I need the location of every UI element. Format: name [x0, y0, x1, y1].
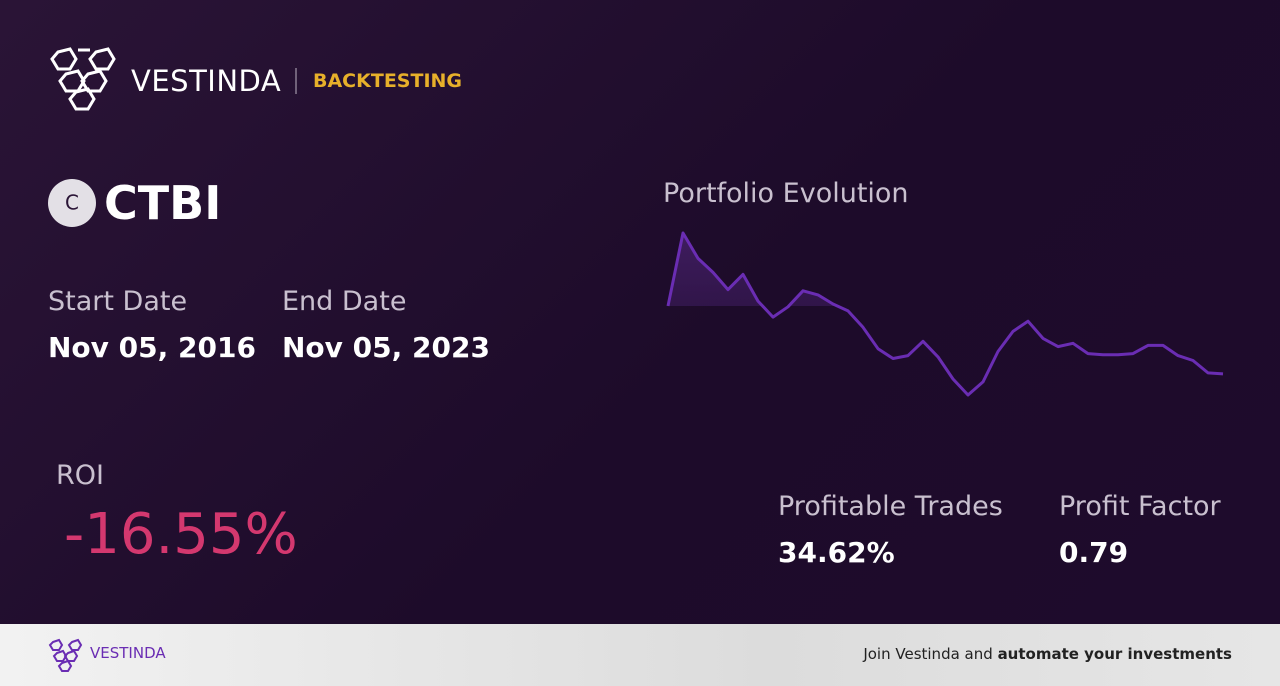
cta-bold: automate your investments	[997, 645, 1232, 663]
brand: VESTINDA	[131, 64, 282, 98]
chart: C	[48, 47, 1224, 397]
profitable-label: Profitable Trades	[778, 491, 1003, 522]
start-label: Start Date	[48, 286, 188, 317]
footer-brand: VESTINDA	[90, 644, 166, 662]
footer-cta: Join Vestinda and automate your investme…	[863, 645, 1232, 663]
end-value: Nov 05, 2023	[282, 331, 490, 364]
roi-label: ROI	[56, 460, 104, 491]
footer: VESTINDA Join Vestinda and automate your…	[0, 624, 1280, 686]
ticker-symbol: CTBI	[104, 176, 222, 230]
factor-label: Profit Factor	[1059, 491, 1221, 522]
start-value: Nov 05, 2016	[48, 331, 256, 364]
factor-value: 0.79	[1059, 536, 1129, 569]
line	[666, 231, 1224, 397]
area	[668, 233, 838, 307]
logo	[50, 47, 116, 111]
end-label: End Date	[282, 286, 407, 317]
ticker-letter: C	[65, 191, 79, 215]
section: BACKTESTING	[313, 70, 463, 92]
profitable-value: 34.62%	[778, 536, 895, 569]
roi-value: -16.55%	[64, 502, 298, 567]
card: C VESTINDA BACKTESTING CTBI Start Date N…	[0, 0, 1280, 624]
footer-logo	[48, 638, 83, 672]
cta-plain: Join Vestinda and	[863, 645, 993, 663]
ticker-icon	[48, 179, 96, 227]
chart-title: Portfolio Evolution	[663, 178, 909, 209]
